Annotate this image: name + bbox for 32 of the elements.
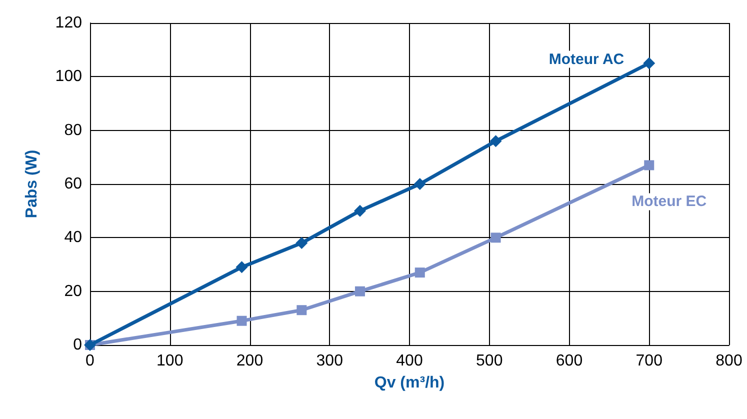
x-tick-label: 200 (236, 352, 264, 370)
x-tick-label: 800 (716, 352, 742, 370)
point (643, 57, 656, 70)
point (296, 237, 308, 250)
x-tick-label: 100 (156, 352, 184, 370)
point (296, 305, 307, 316)
y-tick-label: 60 (64, 176, 82, 192)
x-tick-label: 600 (556, 352, 583, 370)
point (354, 204, 366, 217)
y-tick-label: 120 (55, 14, 82, 32)
x-tick-label: 500 (476, 352, 503, 370)
x-tick-label: 300 (316, 352, 344, 370)
point (644, 160, 654, 170)
series-label: Moteur AC (548, 50, 624, 68)
y-tick-label: 20 (64, 282, 82, 300)
y-tick-label: 100 (55, 68, 82, 86)
y-tick-label: 0 (73, 336, 82, 354)
y-axis-title: Pabs (W) (24, 150, 40, 218)
point (236, 316, 247, 326)
x-tick-label: 400 (396, 352, 423, 370)
y-tick-label: 40 (64, 229, 82, 246)
series-label: Moteur EC (632, 193, 707, 210)
point (414, 178, 426, 190)
point (354, 286, 365, 296)
x-axis-title: Qv (m³/h) (374, 374, 445, 392)
y-tick-label: 80 (64, 122, 82, 139)
point (236, 261, 248, 274)
point (414, 268, 425, 278)
x-tick-label: 0 (86, 352, 95, 370)
point (490, 232, 501, 243)
x-tick-label: 700 (636, 352, 663, 370)
point (490, 135, 502, 148)
